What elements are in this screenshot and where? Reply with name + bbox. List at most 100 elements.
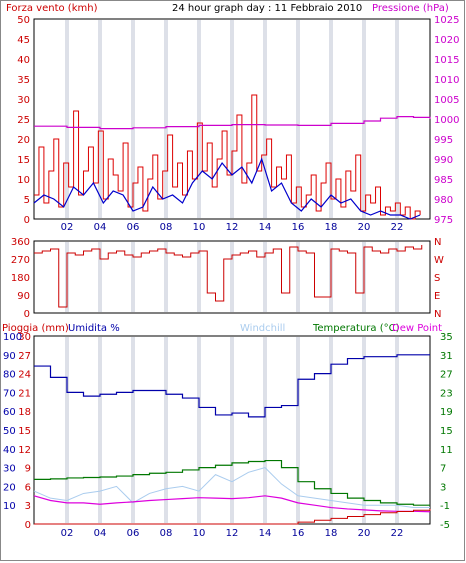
pressure-y-tick-1000: 1000 bbox=[434, 115, 459, 126]
x-tick-label-top-12: 12 bbox=[226, 222, 239, 233]
gridband-humidity-6 bbox=[263, 337, 267, 523]
humidity-y-tick-60: 60 bbox=[3, 407, 16, 418]
x-tick-label-top-20: 20 bbox=[358, 222, 371, 233]
x-tick-label-bottom-10: 10 bbox=[193, 528, 206, 539]
pressure-y-tick-990: 990 bbox=[434, 155, 453, 166]
rain-y-tick-6: 6 bbox=[25, 482, 31, 493]
series-wind-speed bbox=[34, 94, 421, 220]
x-tick-label-bottom-06: 06 bbox=[127, 528, 140, 539]
pressure-y-tick-1005: 1005 bbox=[434, 95, 459, 106]
direction-y-tick-270: 270 bbox=[11, 255, 30, 266]
gridband-direction-7 bbox=[296, 242, 300, 312]
windchill-label: Windchill bbox=[240, 323, 285, 334]
x-tick-label-top-06: 06 bbox=[127, 222, 140, 233]
x-tick-label-bottom-16: 16 bbox=[292, 528, 305, 539]
gridband-humidity-9 bbox=[362, 337, 366, 523]
direction-compass-tick-4: N bbox=[434, 237, 441, 248]
series-temperature bbox=[34, 459, 430, 506]
temp-y-tick-19: 19 bbox=[440, 407, 453, 418]
humidity-y-tick-80: 80 bbox=[3, 370, 16, 381]
x-tick-label-bottom-22: 22 bbox=[391, 528, 404, 539]
wind-y-tick-25: 25 bbox=[17, 115, 30, 126]
wind-y-tick-0: 0 bbox=[24, 215, 30, 226]
series-layer bbox=[33, 94, 431, 525]
temp-y-tick-31: 31 bbox=[440, 351, 453, 362]
x-tick-label-top-10: 10 bbox=[193, 222, 206, 233]
wind-y-tick-45: 45 bbox=[17, 35, 30, 46]
series-humidity bbox=[34, 354, 430, 418]
series-pressure bbox=[34, 115, 431, 130]
pressure-y-tick-1025: 1025 bbox=[434, 15, 459, 26]
temp-y-tick-3: 3 bbox=[440, 482, 446, 493]
rain-y-tick-18: 18 bbox=[18, 407, 31, 418]
gridband-wind-9 bbox=[362, 20, 366, 218]
temp-y-tick-35: 35 bbox=[440, 332, 453, 343]
pressure-y-tick-980: 980 bbox=[434, 195, 453, 206]
rain-y-tick-30: 30 bbox=[18, 332, 31, 343]
pressure-y-tick-985: 985 bbox=[434, 175, 453, 186]
x-tick-label-bottom-02: 02 bbox=[61, 528, 74, 539]
x-tick-label-bottom-20: 20 bbox=[358, 528, 371, 539]
series-wind-direction bbox=[34, 245, 423, 308]
direction-y-tick-0: 0 bbox=[24, 309, 30, 320]
temp-y-tick--5: -5 bbox=[440, 520, 450, 531]
series-dew-point bbox=[33, 495, 431, 513]
wind-speed-label: Forza vento (kmh) bbox=[6, 3, 98, 14]
temp-y-tick-15: 15 bbox=[440, 426, 453, 437]
gridband-wind-8 bbox=[329, 20, 333, 218]
dew-point-label: Dew Point bbox=[392, 323, 442, 334]
humidity-y-tick-30: 30 bbox=[3, 464, 16, 475]
x-tick-label-top-04: 04 bbox=[94, 222, 107, 233]
humidity-y-tick-20: 20 bbox=[3, 482, 16, 493]
series-rain bbox=[34, 508, 431, 525]
direction-y-tick-180: 180 bbox=[11, 273, 30, 284]
gridband-humidity-1 bbox=[98, 337, 102, 523]
gridband-humidity-10 bbox=[395, 337, 399, 523]
gridband-humidity-4 bbox=[197, 337, 201, 523]
humidity-y-tick-50: 50 bbox=[3, 426, 16, 437]
temp-y-tick-7: 7 bbox=[440, 464, 446, 475]
gridband-wind-6 bbox=[263, 20, 267, 218]
humidity-y-tick-40: 40 bbox=[3, 445, 16, 456]
pressure-y-tick-995: 995 bbox=[434, 135, 453, 146]
gridband-direction-6 bbox=[263, 242, 267, 312]
direction-y-tick-360: 360 bbox=[11, 237, 30, 248]
humidity-y-tick-70: 70 bbox=[3, 388, 16, 399]
gridband-humidity-7 bbox=[296, 337, 300, 523]
pressure-y-tick-1010: 1010 bbox=[434, 75, 459, 86]
series-wind-average bbox=[33, 157, 421, 220]
gridband-wind-5 bbox=[230, 20, 234, 218]
gridband-direction-2 bbox=[131, 242, 135, 312]
x-tick-label-top-08: 08 bbox=[160, 222, 173, 233]
wind-y-tick-35: 35 bbox=[17, 75, 30, 86]
gridband-wind-1 bbox=[98, 20, 102, 218]
x-tick-label-top-16: 16 bbox=[292, 222, 305, 233]
rain-y-tick-3: 3 bbox=[25, 501, 31, 512]
temp-y-tick-23: 23 bbox=[440, 388, 453, 399]
pressure-label: Pressione (hPa) bbox=[372, 3, 449, 14]
x-tick-label-bottom-08: 08 bbox=[160, 528, 173, 539]
wind-y-tick-15: 15 bbox=[17, 155, 30, 166]
series-windchill bbox=[33, 467, 430, 509]
direction-y-tick-90: 90 bbox=[17, 291, 30, 302]
chart-title: 24 hour graph day : 11 Febbraio 2010 bbox=[172, 3, 362, 14]
gridband-humidity-8 bbox=[329, 337, 333, 523]
temp-y-tick-11: 11 bbox=[440, 445, 453, 456]
rain-y-tick-12: 12 bbox=[18, 445, 31, 456]
pressure-y-tick-1015: 1015 bbox=[434, 55, 459, 66]
pressure-y-tick-1020: 1020 bbox=[434, 35, 459, 46]
panel-direction-frame bbox=[33, 240, 431, 314]
temp-y-tick--1: -1 bbox=[440, 501, 450, 512]
gridband-direction-10 bbox=[395, 242, 399, 312]
wind-y-tick-10: 10 bbox=[17, 175, 30, 186]
x-tick-label-bottom-12: 12 bbox=[226, 528, 239, 539]
gridband-wind-4 bbox=[197, 20, 201, 218]
humidity-y-tick-90: 90 bbox=[3, 351, 16, 362]
rain-label: Pioggia (mm) bbox=[2, 323, 69, 334]
gridband-humidity-5 bbox=[230, 337, 234, 523]
temp-y-tick-27: 27 bbox=[440, 370, 453, 381]
gridband-humidity-3 bbox=[164, 337, 168, 523]
direction-compass-tick-3: W bbox=[434, 255, 444, 266]
